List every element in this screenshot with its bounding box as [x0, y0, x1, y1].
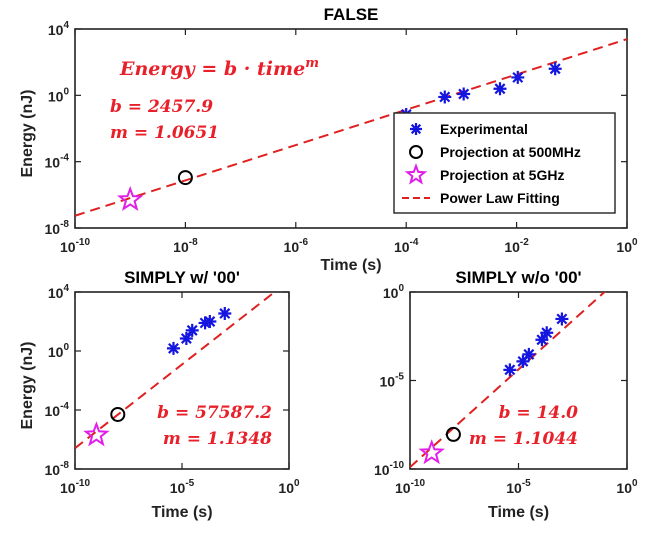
y-tick-label: 10-8 — [45, 460, 70, 478]
chart-1: 10-10 10-8 10-6 10-4 10-2 10010-810-4100104FA… — [19, 5, 638, 274]
fit-parameter-label: b = 57587.2 — [157, 403, 272, 423]
x-tick-label: 100 — [616, 237, 638, 255]
x-axis-label: Time (s) — [151, 504, 212, 521]
x-axis-label: Time (s) — [320, 257, 381, 274]
experimental-point — [203, 315, 216, 328]
x-tick-label: 10-8 — [173, 237, 198, 255]
x-axis-label: Time (s) — [488, 504, 549, 521]
experimental-point — [438, 90, 451, 103]
y-tick-label: 10-4 — [45, 401, 70, 419]
y-tick-label: 100 — [48, 342, 70, 360]
chart-2: 10-10 10-5 100 10-8 10-4 100 104 SIMPLY w/ '00'… — [19, 268, 300, 521]
x-tick-label: 10-10 — [60, 478, 90, 496]
experimental-point — [186, 324, 199, 337]
fit-parameter-label: m = 1.0651 — [110, 123, 219, 143]
y-tick-label: 10-4 — [45, 153, 70, 171]
legend: Experimental Projection at 500MHz Projecti… — [394, 113, 615, 213]
chart-title: FALSE — [324, 5, 379, 24]
y-tick-label: 104 — [48, 283, 70, 301]
x-tick-label: 10-4 — [394, 237, 419, 255]
experimental-point — [540, 326, 553, 339]
fit-parameter-label: b = 2457.9 — [110, 97, 213, 117]
experimental-point — [493, 82, 506, 95]
y-tick-label: 10-5 — [380, 372, 405, 390]
legend-experimental-marker — [410, 123, 422, 135]
y-axis-label: Energy (nJ) — [19, 89, 36, 177]
legend-entry: Power Law Fitting — [440, 190, 560, 206]
x-tick-label: 100 — [616, 478, 638, 496]
x-tick-label: 10-5 — [170, 478, 195, 496]
legend-entry: Experimental — [440, 121, 528, 137]
x-tick-label: 100 — [278, 478, 300, 496]
x-tick-label: 10-6 — [284, 237, 309, 255]
experimental-point — [503, 363, 516, 376]
x-tick-label: 10-10 — [60, 237, 90, 255]
x-tick-label: 10-5 — [506, 478, 531, 496]
experimental-point — [522, 348, 535, 361]
y-tick-label: 10-8 — [45, 219, 70, 237]
experimental-point — [511, 71, 524, 84]
experimental-point — [555, 312, 568, 325]
chart-title: SIMPLY w/o '00' — [455, 268, 581, 287]
fit-equation: Energy = b · timem — [119, 56, 319, 80]
legend-entry: Projection at 5GHz — [440, 167, 564, 183]
y-tick-label: 100 — [48, 86, 70, 104]
fit-parameter-label: m = 1.1044 — [469, 429, 578, 449]
y-axis-label: Energy (nJ) — [19, 341, 36, 429]
fit-parameter-label: m = 1.1348 — [163, 429, 272, 449]
chart-3: 10-10 10-5 100 10-10 10-5 100 SIMPLY w/o '00' T… — [374, 268, 638, 521]
chart-title: SIMPLY w/ '00' — [124, 268, 240, 287]
experimental-point — [167, 342, 180, 355]
legend-entry: Projection at 500MHz — [440, 144, 581, 160]
y-tick-label: 100 — [383, 283, 405, 301]
experimental-point — [180, 332, 193, 345]
x-tick-label: 10-2 — [504, 237, 529, 255]
experimental-point — [457, 88, 470, 101]
y-tick-label: 10-10 — [374, 460, 404, 478]
experimental-point — [218, 307, 231, 320]
fit-parameter-label: b = 14.0 — [499, 403, 579, 423]
x-tick-label: 10-10 — [395, 478, 425, 496]
y-tick-label: 104 — [48, 20, 70, 38]
experimental-point — [549, 62, 562, 75]
